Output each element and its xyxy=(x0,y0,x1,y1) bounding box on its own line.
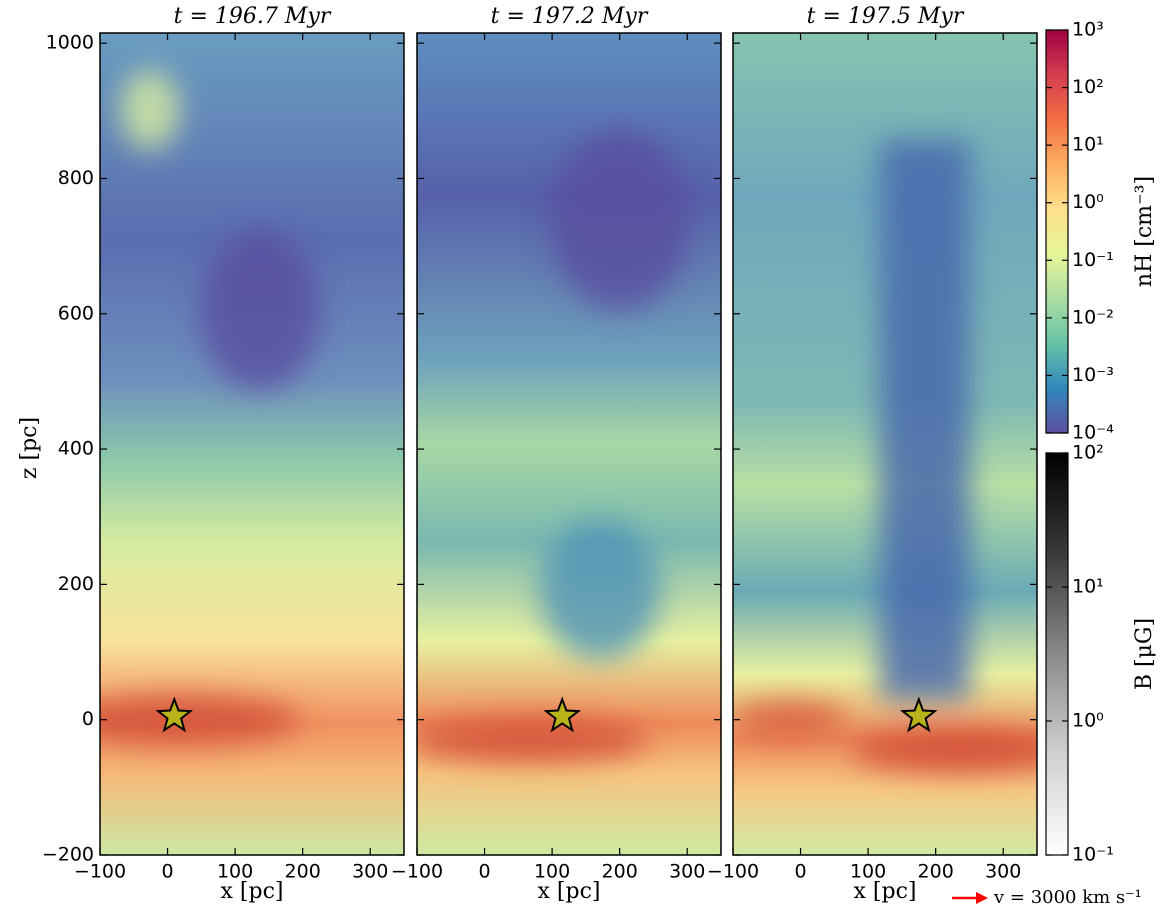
colorbar-tick-label: 10⁻² xyxy=(1072,306,1114,328)
colorbar-tick-label: 10³ xyxy=(1072,19,1104,41)
y-axis-label: z [pc] xyxy=(17,417,42,479)
x-tick-label: −100 xyxy=(391,861,443,883)
star-marker xyxy=(543,696,582,733)
colorbar-tick-label: 10⁻³ xyxy=(1072,364,1114,386)
colorbar-tick-label: 10² xyxy=(1072,76,1104,98)
y-tick-label: 200 xyxy=(58,573,94,595)
x-tick-label: 0 xyxy=(479,861,491,883)
x-tick-label: 0 xyxy=(162,861,174,883)
panel-title: t = 197.2 Myr xyxy=(491,4,649,29)
x-axis-label: x [pc] xyxy=(538,879,601,904)
x-tick-label: 100 xyxy=(217,861,253,883)
colorbar-tick-label: 10⁻¹ xyxy=(1072,249,1114,271)
colorbar-label: B [μG] xyxy=(1132,618,1157,690)
colorbar-tick-label: 10⁻¹ xyxy=(1072,844,1114,866)
colorbar xyxy=(1045,29,1069,434)
y-tick-label: 600 xyxy=(58,302,94,324)
panel-title: t = 197.5 Myr xyxy=(807,4,965,29)
y-tick-label: 400 xyxy=(58,438,94,460)
y-tick-label: 800 xyxy=(58,167,94,189)
x-tick-label: 200 xyxy=(285,861,321,883)
x-tick-label: 0 xyxy=(795,861,807,883)
x-tick-label: 300 xyxy=(985,861,1021,883)
colorbar xyxy=(1045,452,1069,856)
x-tick-label: −100 xyxy=(707,861,759,883)
colorbar-tick-label: 10⁰ xyxy=(1072,710,1104,732)
x-tick-label: 200 xyxy=(602,861,638,883)
x-tick-label: 100 xyxy=(850,861,886,883)
colorbar-tick-label: 10⁻⁴ xyxy=(1072,422,1114,444)
x-axis-label: x [pc] xyxy=(854,879,917,904)
colorbar-label: nH [cm⁻³] xyxy=(1132,176,1157,287)
x-tick-label: 200 xyxy=(918,861,954,883)
panel-frame xyxy=(99,32,405,856)
panel-frame xyxy=(732,32,1038,856)
colorbar-tick-label: 10⁰ xyxy=(1072,191,1104,213)
colorbar-tick-label: 10¹ xyxy=(1072,576,1104,598)
legend-arrow-head xyxy=(976,892,988,904)
y-tick-label: −200 xyxy=(42,844,94,866)
x-tick-label: 100 xyxy=(534,861,570,883)
star-marker xyxy=(155,696,194,733)
x-tick-label: 300 xyxy=(669,861,705,883)
panel-background xyxy=(100,33,1037,855)
star-marker xyxy=(899,696,938,733)
panel-frame xyxy=(416,32,722,856)
x-axis-label: x [pc] xyxy=(221,879,284,904)
colorbar-tick-label: 10¹ xyxy=(1072,134,1104,156)
colorbar-tick-label: 10² xyxy=(1072,442,1104,464)
legend-label: v = 3000 km s⁻¹ xyxy=(993,887,1142,908)
y-tick-label: 0 xyxy=(82,708,94,730)
panel-title: t = 196.7 Myr xyxy=(174,4,332,29)
x-tick-label: 300 xyxy=(352,861,388,883)
y-tick-label: 1000 xyxy=(46,32,94,54)
x-tick-label: −100 xyxy=(74,861,126,883)
